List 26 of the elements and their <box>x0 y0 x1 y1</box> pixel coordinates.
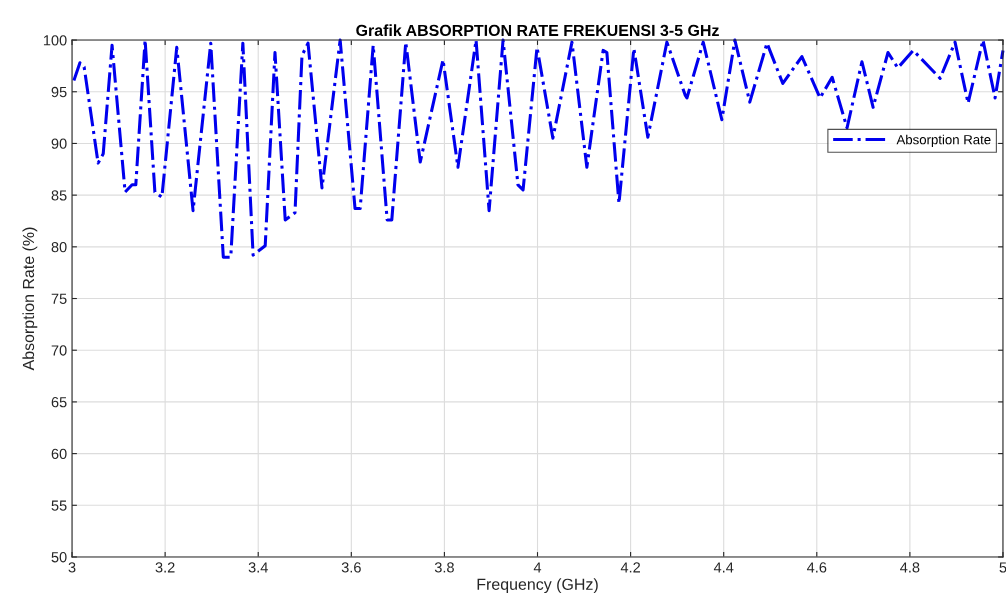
x-tick-label: 4.4 <box>713 562 734 573</box>
x-tick-label: 3.6 <box>341 562 361 573</box>
y-tick-label: 75 <box>51 293 67 304</box>
y-tick-label: 80 <box>51 241 67 253</box>
x-tick-label: 3 <box>68 562 76 573</box>
y-axis-title: Absorption Rate (%) <box>22 227 38 371</box>
y-tick-label: 65 <box>51 397 67 408</box>
x-tick-label: 4.6 <box>806 562 827 573</box>
x-tick-label: 4.8 <box>900 562 920 573</box>
y-tick-label: 55 <box>51 500 67 511</box>
y-tick-label: 100 <box>43 35 67 46</box>
y-tick-label: 85 <box>51 190 67 201</box>
y-tick-label: 50 <box>51 552 67 563</box>
x-tick-label: 3.8 <box>434 562 454 573</box>
x-tick-label: 3.2 <box>155 562 175 573</box>
y-tick-label: 90 <box>51 138 67 149</box>
x-tick-label: 4 <box>533 562 542 573</box>
chart-title: Grafik ABSORPTION RATE FREKUENSI 3-5 GHz <box>356 24 719 37</box>
legend-label: Absorption Rate <box>896 134 991 147</box>
x-tick-label: 5 <box>999 562 1006 573</box>
y-tick-label: 60 <box>51 448 67 460</box>
y-tick-label: 70 <box>51 345 67 356</box>
x-tick-label: 3.4 <box>248 562 268 573</box>
x-tick-label: 4.2 <box>620 562 641 573</box>
y-tick-label: 95 <box>51 86 67 98</box>
x-axis-title: Frequency (GHz) <box>477 578 598 594</box>
